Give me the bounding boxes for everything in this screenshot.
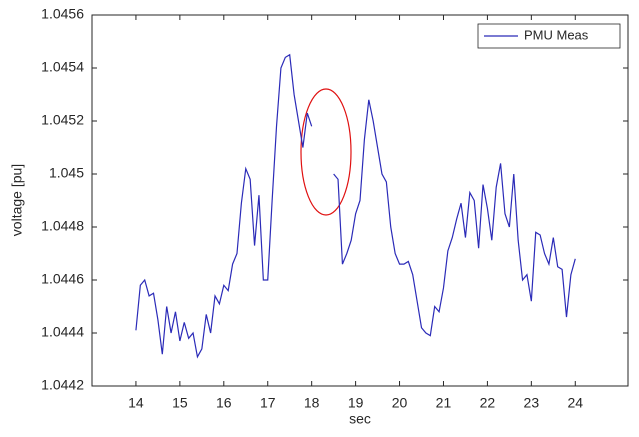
y-tick-label: 1.0452 xyxy=(41,112,84,128)
x-tick-label: 21 xyxy=(436,395,452,411)
y-tick-label: 1.0446 xyxy=(41,271,84,287)
x-tick-label: 16 xyxy=(216,395,232,411)
y-tick-label: 1.0448 xyxy=(41,218,84,234)
y-tick-label: 1.0444 xyxy=(41,324,84,340)
x-tick-label: 19 xyxy=(348,395,364,411)
x-axis-label: sec xyxy=(349,411,371,427)
x-tick-label: 14 xyxy=(128,395,144,411)
x-tick-label: 22 xyxy=(480,395,496,411)
x-tick-label: 18 xyxy=(304,395,320,411)
data-line xyxy=(135,53,576,359)
legend-label: PMU Meas xyxy=(524,27,589,42)
x-tick-label: 15 xyxy=(172,395,188,411)
y-tick-label: 1.0442 xyxy=(41,377,84,393)
y-axis-label: voltage [pu] xyxy=(9,164,25,236)
y-tick-label: 1.0456 xyxy=(41,6,84,22)
y-tick-label: 1.0454 xyxy=(41,59,84,75)
x-tick-label: 20 xyxy=(392,395,408,411)
y-tick-label: 1.045 xyxy=(49,165,84,181)
x-tick-label: 24 xyxy=(567,395,583,411)
x-tick-label: 17 xyxy=(260,395,276,411)
x-tick-label: 23 xyxy=(524,395,540,411)
highlight-ellipse xyxy=(300,88,352,216)
